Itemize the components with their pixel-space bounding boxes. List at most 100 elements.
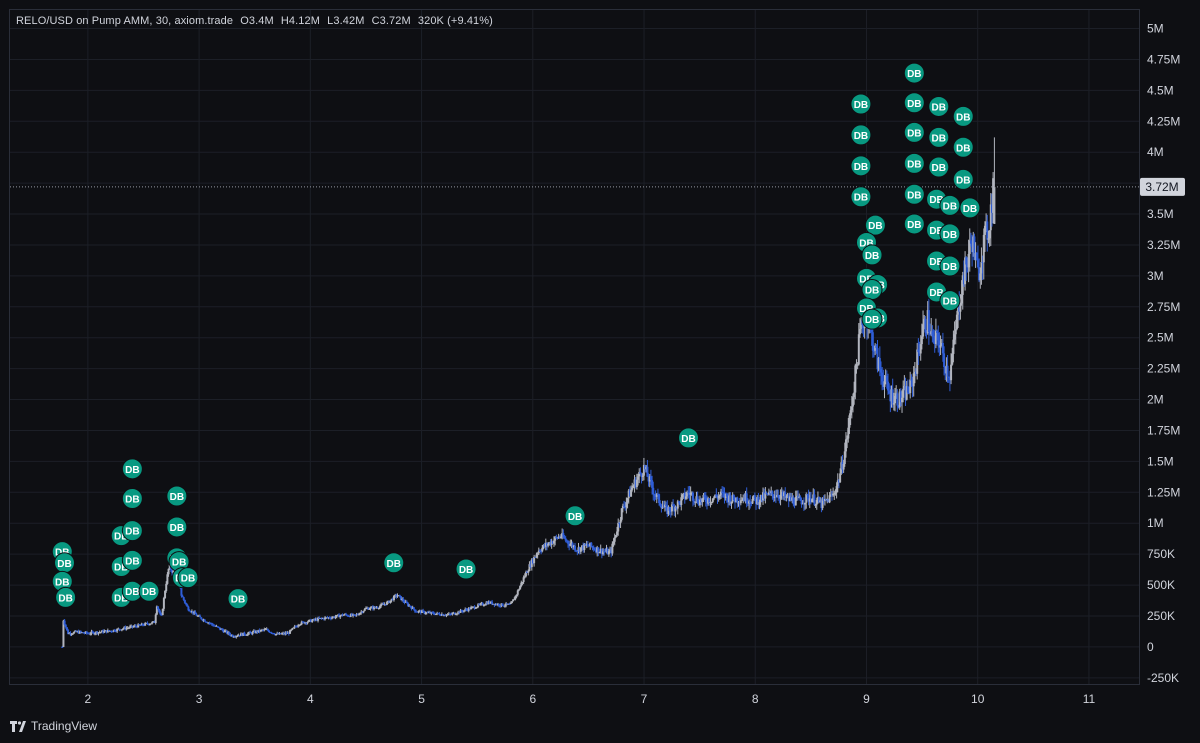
candle-body[interactable]	[711, 498, 714, 502]
candle-body[interactable]	[79, 631, 82, 633]
candle-body[interactable]	[811, 499, 814, 503]
candle-body[interactable]	[958, 303, 961, 312]
candle-body[interactable]	[945, 365, 948, 374]
candle-body[interactable]	[215, 626, 218, 628]
candle-body[interactable]	[576, 550, 579, 552]
candle-body[interactable]	[887, 381, 890, 391]
candle-body[interactable]	[679, 501, 682, 505]
candle-body[interactable]	[952, 339, 955, 354]
candle-body[interactable]	[468, 608, 471, 610]
candle-body[interactable]	[257, 629, 260, 633]
candle-body[interactable]	[878, 358, 881, 369]
candle-body[interactable]	[396, 595, 399, 597]
plot-area[interactable]	[9, 9, 1140, 685]
candle-body[interactable]	[244, 634, 247, 636]
candle-body[interactable]	[103, 630, 106, 633]
candle-body[interactable]	[364, 608, 367, 610]
candle-body[interactable]	[154, 614, 157, 623]
candle-body[interactable]	[199, 615, 202, 618]
candle-body[interactable]	[259, 629, 262, 632]
candle-body[interactable]	[312, 618, 315, 621]
candle-body[interactable]	[385, 602, 388, 605]
candle-body[interactable]	[526, 572, 529, 574]
candle-body[interactable]	[530, 559, 533, 568]
candle-body[interactable]	[95, 631, 98, 634]
candle-body[interactable]	[68, 632, 71, 635]
candle-body[interactable]	[99, 631, 102, 633]
candle-body[interactable]	[388, 600, 391, 603]
candle-body[interactable]	[612, 541, 615, 544]
candle-body[interactable]	[426, 612, 429, 614]
candle-body[interactable]	[540, 551, 543, 553]
candle-body[interactable]	[216, 626, 219, 628]
candle-body[interactable]	[463, 610, 466, 612]
candle-body[interactable]	[150, 623, 153, 625]
candle-body[interactable]	[721, 491, 724, 493]
candle-body[interactable]	[85, 631, 88, 634]
candle-body[interactable]	[774, 496, 777, 498]
candle-body[interactable]	[133, 625, 136, 627]
candle-body[interactable]	[225, 630, 228, 634]
candle-body[interactable]	[61, 646, 64, 648]
candle-body[interactable]	[647, 476, 650, 482]
candle-body[interactable]	[598, 552, 601, 554]
candle-body[interactable]	[325, 617, 328, 619]
candle-body[interactable]	[925, 332, 928, 334]
candle-body[interactable]	[172, 571, 175, 573]
candle-body[interactable]	[373, 606, 376, 609]
candle-body[interactable]	[786, 495, 789, 497]
db-marker[interactable]	[952, 136, 974, 158]
candle-body[interactable]	[357, 614, 360, 616]
candle-body[interactable]	[248, 631, 251, 634]
candle-body[interactable]	[436, 612, 439, 614]
candle-body[interactable]	[672, 504, 675, 506]
candle-body[interactable]	[69, 632, 72, 635]
candle-body[interactable]	[890, 389, 893, 402]
candle-body[interactable]	[961, 275, 964, 295]
candle-body[interactable]	[500, 603, 503, 607]
candle-body[interactable]	[569, 544, 572, 546]
candle-body[interactable]	[474, 607, 477, 609]
candle-body[interactable]	[140, 623, 143, 626]
candle-body[interactable]	[983, 225, 986, 235]
candle-body[interactable]	[841, 462, 844, 470]
candle-body[interactable]	[823, 498, 826, 501]
candle-body[interactable]	[130, 625, 133, 627]
candle-body[interactable]	[896, 393, 899, 406]
candle-body[interactable]	[881, 372, 884, 382]
candle-body[interactable]	[895, 393, 898, 396]
candle-body[interactable]	[809, 498, 812, 503]
candle-body[interactable]	[329, 618, 332, 620]
db-marker[interactable]	[939, 290, 961, 312]
candle-body[interactable]	[695, 496, 698, 502]
candle-body[interactable]	[234, 636, 237, 638]
candle-body[interactable]	[862, 324, 865, 329]
candle-body[interactable]	[563, 537, 566, 539]
candle-body[interactable]	[849, 410, 852, 416]
candle-body[interactable]	[728, 495, 731, 503]
candle-body[interactable]	[387, 600, 390, 603]
candle-body[interactable]	[473, 606, 476, 609]
candle-body[interactable]	[575, 550, 578, 552]
candle-body[interactable]	[760, 494, 763, 501]
candle-body[interactable]	[313, 618, 316, 620]
db-marker[interactable]	[177, 567, 199, 589]
candle-body[interactable]	[705, 501, 708, 504]
candle-body[interactable]	[848, 415, 851, 428]
candle-body[interactable]	[438, 613, 441, 615]
candle-body[interactable]	[218, 627, 221, 630]
candle-body[interactable]	[347, 615, 350, 617]
candle-body[interactable]	[471, 606, 474, 608]
candle-body[interactable]	[401, 598, 404, 601]
candle-body[interactable]	[825, 498, 828, 500]
candle-body[interactable]	[697, 502, 700, 506]
candle-body[interactable]	[871, 332, 874, 351]
candle-body[interactable]	[411, 607, 414, 609]
candle-body[interactable]	[349, 614, 352, 617]
candle-body[interactable]	[816, 497, 819, 500]
candle-body[interactable]	[975, 253, 978, 261]
candle-body[interactable]	[541, 547, 544, 552]
candle-body[interactable]	[779, 494, 782, 499]
candle-body[interactable]	[382, 604, 385, 606]
candle-body[interactable]	[579, 547, 582, 552]
